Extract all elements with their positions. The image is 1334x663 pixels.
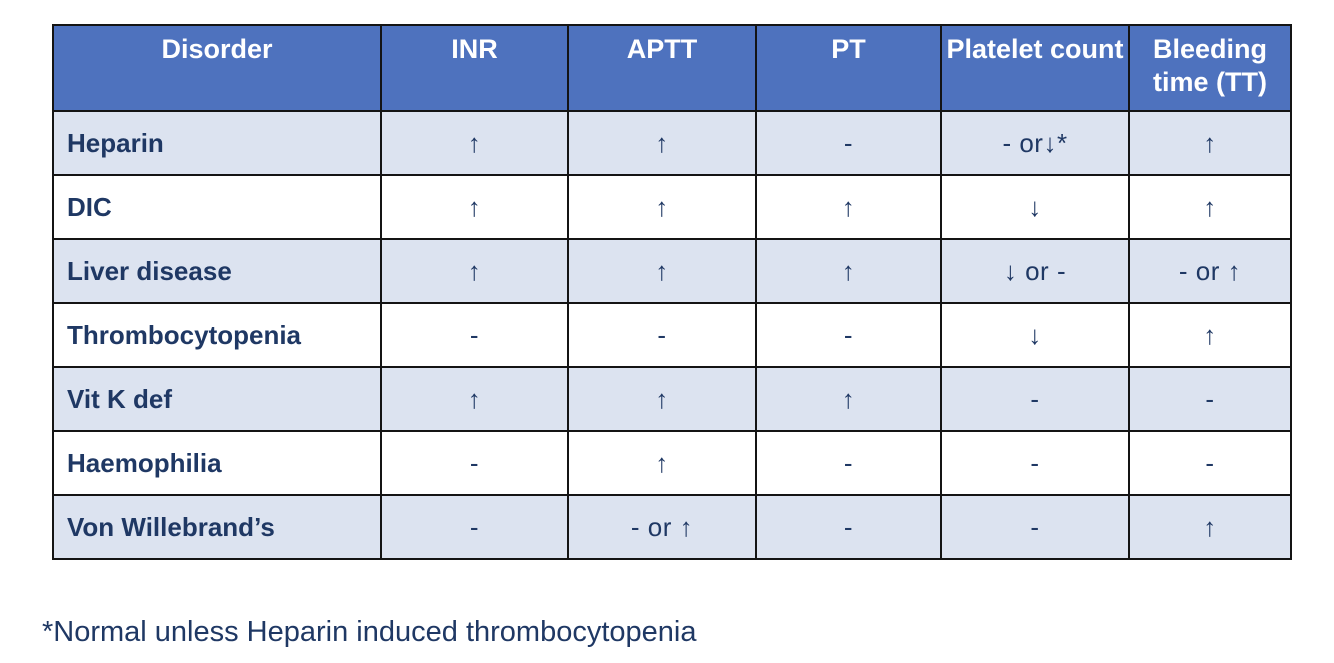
bleeding-time-value: ↑	[1128, 110, 1292, 176]
inr-value: ↑	[380, 174, 569, 240]
column-header-bleeding-time: Bleeding time (TT)	[1128, 24, 1292, 112]
platelet-count-value: ↓	[940, 174, 1130, 240]
table-row-vit-k-def: Vit K def ↑ ↑ ↑ - -	[52, 366, 1292, 432]
table-row-liver-disease: Liver disease ↑ ↑ ↑ ↓ or - - or ↑	[52, 238, 1292, 304]
disorder-name: DIC	[52, 174, 382, 240]
pt-value: ↑	[755, 366, 942, 432]
inr-value: ↑	[380, 366, 569, 432]
aptt-value: ↑	[567, 110, 757, 176]
aptt-value: - or ↑	[567, 494, 757, 560]
aptt-value: ↑	[567, 430, 757, 496]
table-body: Heparin ↑ ↑ - - or↓* ↑ DIC ↑ ↑ ↑ ↓ ↑ Liv…	[52, 110, 1292, 560]
aptt-value: ↑	[567, 366, 757, 432]
bleeding-time-value: - or ↑	[1128, 238, 1292, 304]
disorder-name: Liver disease	[52, 238, 382, 304]
bleeding-time-value: -	[1128, 366, 1292, 432]
inr-value: -	[380, 494, 569, 560]
inr-value: -	[380, 302, 569, 368]
footnote-text: *Normal unless Heparin induced thrombocy…	[42, 616, 697, 648]
aptt-value: ↑	[567, 238, 757, 304]
bleeding-time-value: ↑	[1128, 174, 1292, 240]
platelet-count-value: - or↓*	[940, 110, 1130, 176]
table-row-haemophilia: Haemophilia - ↑ - - -	[52, 430, 1292, 496]
table-row-heparin: Heparin ↑ ↑ - - or↓* ↑	[52, 110, 1292, 176]
column-header-platelet-count: Platelet count	[940, 24, 1130, 112]
platelet-count-value: -	[940, 494, 1130, 560]
column-header-inr: INR	[380, 24, 569, 112]
disorder-name: Haemophilia	[52, 430, 382, 496]
pt-value: -	[755, 430, 942, 496]
platelet-count-value: -	[940, 430, 1130, 496]
table-row-dic: DIC ↑ ↑ ↑ ↓ ↑	[52, 174, 1292, 240]
pt-value: -	[755, 494, 942, 560]
platelet-count-value: ↓	[940, 302, 1130, 368]
table-header: Disorder INR APTT PT Platelet count Blee…	[52, 24, 1292, 112]
pt-value: ↑	[755, 174, 942, 240]
table-row-thrombocytopenia: Thrombocytopenia - - - ↓ ↑	[52, 302, 1292, 368]
table-row-von-willebrands: Von Willebrand’s - - or ↑ - - ↑	[52, 494, 1292, 560]
inr-value: ↑	[380, 238, 569, 304]
platelet-count-value: ↓ or -	[940, 238, 1130, 304]
pt-value: -	[755, 302, 942, 368]
column-header-aptt: APTT	[567, 24, 757, 112]
disorder-name: Vit K def	[52, 366, 382, 432]
pt-value: -	[755, 110, 942, 176]
pt-value: ↑	[755, 238, 942, 304]
disorder-name: Heparin	[52, 110, 382, 176]
disorder-name: Thrombocytopenia	[52, 302, 382, 368]
bleeding-time-value: ↑	[1128, 494, 1292, 560]
bleeding-time-value: -	[1128, 430, 1292, 496]
inr-value: -	[380, 430, 569, 496]
inr-value: ↑	[380, 110, 569, 176]
disorder-name: Von Willebrand’s	[52, 494, 382, 560]
header-row: Disorder INR APTT PT Platelet count Blee…	[52, 24, 1292, 112]
column-header-disorder: Disorder	[52, 24, 382, 112]
aptt-value: ↑	[567, 174, 757, 240]
aptt-value: -	[567, 302, 757, 368]
coagulation-disorders-table: Disorder INR APTT PT Platelet count Blee…	[52, 24, 1292, 560]
bleeding-time-value: ↑	[1128, 302, 1292, 368]
platelet-count-value: -	[940, 366, 1130, 432]
column-header-pt: PT	[755, 24, 942, 112]
